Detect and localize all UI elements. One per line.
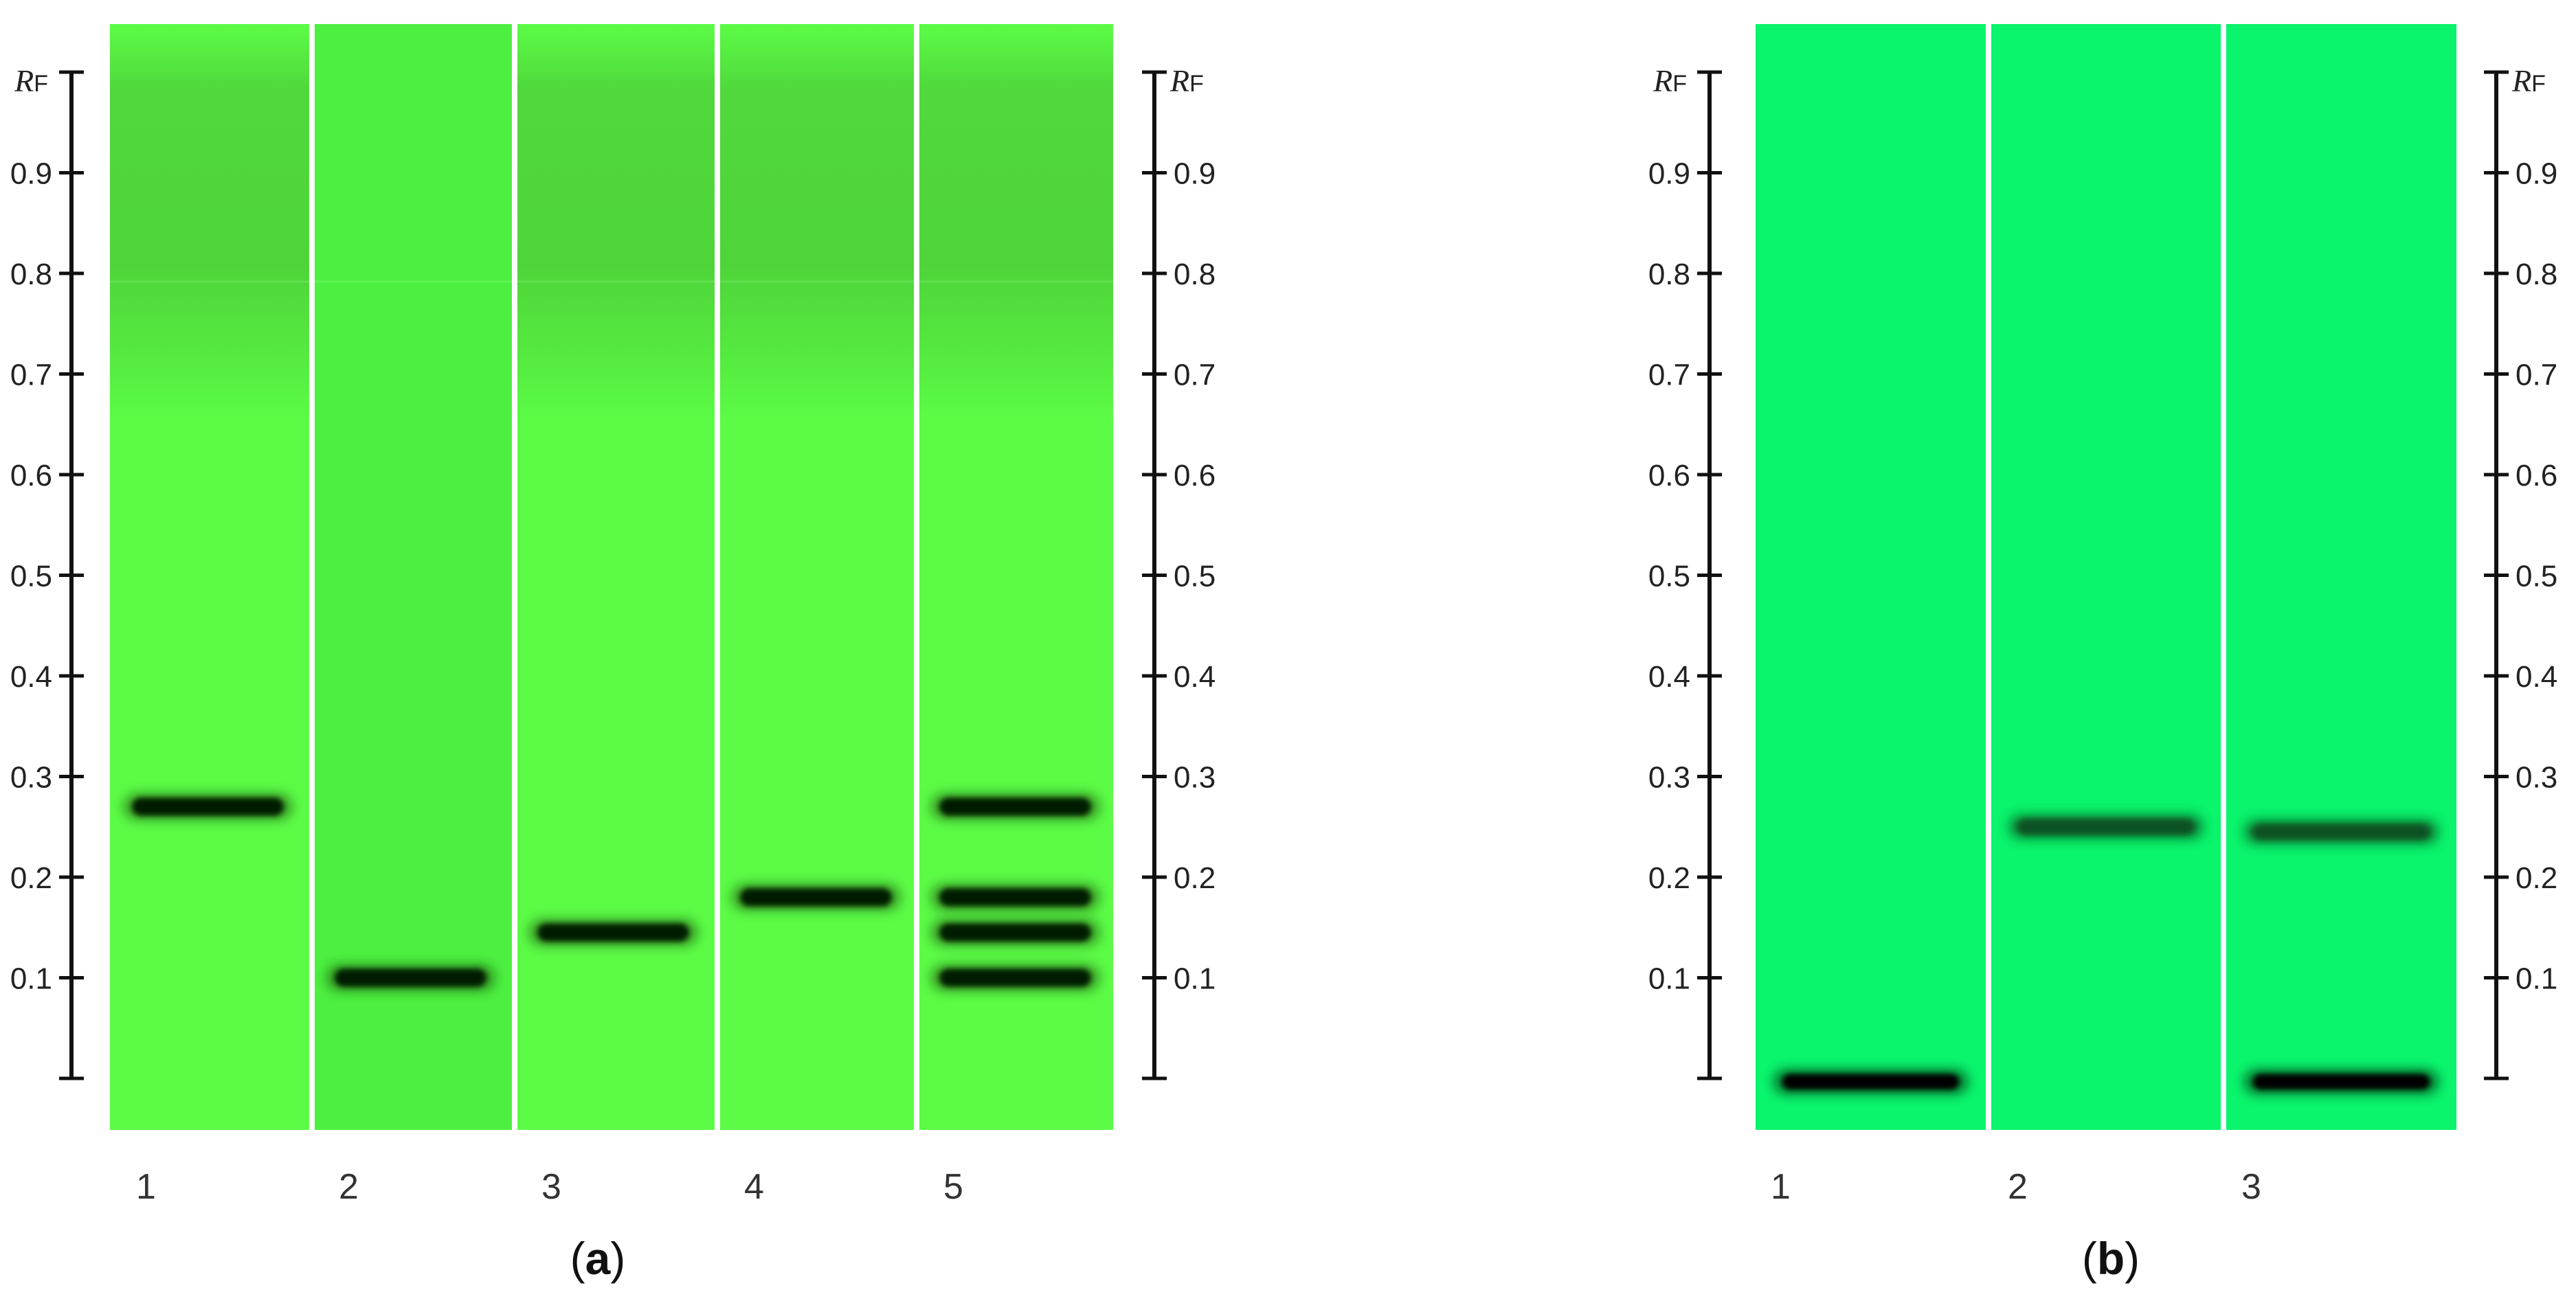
axis-tick-label: 0.7 (2516, 359, 2557, 392)
panel-b-bands (1774, 815, 2438, 1093)
axis-ticks: 0.1 0.2 0.3 0.4 0.5 0.6 0.7 0.8 0.9 (2484, 157, 2557, 996)
tlc-band (335, 968, 486, 987)
tlc-band (132, 797, 284, 816)
tlc-band (2253, 824, 2430, 840)
axis-tick-label: 0.4 (10, 660, 52, 694)
rf-symbol: R (2511, 63, 2531, 98)
rf-subscript: F (1672, 71, 1687, 97)
panel-b-left-axis: 0.1 0.2 0.3 0.4 0.5 0.6 0.7 0.8 0.9 RF (1648, 63, 1722, 1080)
axis-ticks: 0.1 0.2 0.3 0.4 0.5 0.6 0.7 0.8 0.9 (1648, 157, 1722, 996)
lane-separator (1986, 24, 1991, 1130)
panel-b: 0.10.20.30.40.50.60.70.80.9 RF 0.10.20.3… (1648, 24, 2557, 1284)
rf-symbol: R (1169, 63, 1189, 98)
tlc-band (1782, 1074, 1959, 1089)
panel-a-lane-separators (309, 24, 919, 1130)
axis-tick-label: 0.8 (10, 258, 52, 291)
lane-separator (2221, 24, 2226, 1130)
tlc-band (939, 888, 1091, 907)
rf-subscript: F (34, 71, 48, 97)
panel-b-plate (1756, 24, 2456, 1130)
lane-label: 3 (541, 1167, 561, 1207)
axis-tick-label: 0.4 (1174, 660, 1216, 694)
axis-tick-label: 0.9 (1648, 157, 1690, 191)
axis-tick-label: 0.1 (2516, 962, 2557, 996)
rf-axis-title: RF (1653, 63, 1687, 98)
panel-b-lane-labels: 1 2 3 (1771, 1167, 2261, 1207)
lane-label: 2 (339, 1167, 359, 1207)
axis-tick-label: 0.9 (2516, 157, 2557, 191)
rf-axis-title: RF (2511, 63, 2546, 98)
axis-ticks: 0.1 0.2 0.3 0.4 0.5 0.6 0.7 0.8 0.9 (1142, 157, 1216, 996)
axis-tick-label: 0.3 (2516, 761, 2557, 795)
rf-axis-title: RF (1169, 63, 1204, 98)
axis-tick-label: 0.7 (1648, 359, 1690, 392)
panel-b-caption-letter: b (2097, 1233, 2125, 1284)
axis-tick-label: 0.5 (2516, 560, 2557, 593)
tlc-band (2018, 819, 2194, 835)
axis-tick-label: 0.9 (10, 157, 52, 191)
axis-tick-label: 0.3 (10, 761, 52, 795)
axis-tick-label: 0.5 (1174, 560, 1216, 593)
panel-a-left-axis: 0.1 0.2 0.3 0.4 0.5 0.6 0.7 0.8 0.9 RF (10, 63, 84, 1080)
rf-symbol: R (14, 63, 34, 98)
axis-tick-label: 0.3 (1174, 761, 1216, 795)
tlc-band (2253, 1074, 2430, 1089)
axis-tick-label: 0.2 (1648, 861, 1690, 895)
panel-a: 0.10.20.30.40.50.60.70.80.9 RF 0.10.20.3… (10, 24, 1216, 1284)
panel-b-right-axis: 0.1 0.2 0.3 0.4 0.5 0.6 0.7 0.8 0.9 RF (2484, 63, 2557, 1080)
axis-tick-label: 0.4 (1648, 660, 1690, 694)
lane-separator (914, 24, 919, 1130)
axis-tick-label: 0.6 (2516, 459, 2557, 492)
panel-a-lane-labels: 1 2 3 4 5 (136, 1167, 963, 1207)
panel-b-lane-separators (1986, 24, 2226, 1130)
axis-tick-label: 0.6 (1174, 459, 1216, 492)
lane-label: 2 (2008, 1167, 2028, 1207)
axis-tick-label: 0.2 (2516, 861, 2557, 895)
axis-tick-label: 0.1 (1174, 962, 1216, 996)
lane-label: 3 (2241, 1167, 2261, 1207)
axis-ticks: 0.1 0.2 0.3 0.4 0.5 0.6 0.7 0.8 0.9 (10, 157, 84, 996)
panel-a-caption: (a) (570, 1233, 626, 1284)
axis-tick-label: 0.7 (1174, 359, 1216, 392)
rf-subscript: F (1189, 71, 1204, 97)
tlc-band (740, 888, 892, 907)
axis-tick-label: 0.8 (1648, 258, 1690, 291)
axis-tick-label: 0.7 (10, 359, 52, 392)
tlc-band (939, 923, 1091, 942)
tlc-band (939, 797, 1091, 816)
lane-separator (512, 24, 517, 1130)
lane-label: 1 (136, 1167, 156, 1207)
lane-label: 5 (943, 1167, 963, 1207)
lane-separator (309, 24, 315, 1130)
lane-label: 1 (1771, 1167, 1791, 1207)
lane-label: 4 (744, 1167, 764, 1207)
panel-a-bands (124, 794, 1099, 990)
lane-tint (309, 24, 512, 1130)
axis-tick-label: 0.5 (1648, 560, 1690, 593)
axis-tick-label: 0.8 (1174, 258, 1216, 291)
axis-tick-label: 0.2 (1174, 861, 1216, 895)
tlc-band (537, 923, 689, 942)
rf-subscript: F (2531, 71, 2546, 97)
axis-tick-label: 0.5 (10, 560, 52, 593)
axis-tick-label: 0.1 (1648, 962, 1690, 996)
axis-tick-label: 0.9 (1174, 157, 1216, 191)
panel-a-caption-letter: a (585, 1233, 612, 1284)
rf-axis-title: RF (14, 63, 48, 98)
axis-tick-label: 0.6 (1648, 459, 1690, 492)
axis-tick-label: 0.4 (2516, 660, 2557, 694)
panel-a-plate (110, 24, 1113, 1130)
axis-tick-label: 0.8 (2516, 258, 2557, 291)
lane-separator (715, 24, 720, 1130)
axis-tick-label: 0.3 (1648, 761, 1690, 795)
panel-a-right-axis: 0.1 0.2 0.3 0.4 0.5 0.6 0.7 0.8 0.9 RF (1142, 63, 1216, 1080)
axis-tick-label: 0.1 (10, 962, 52, 996)
rf-symbol: R (1653, 63, 1672, 98)
panel-a-lane-tints (110, 24, 1113, 1130)
axis-tick-label: 0.2 (10, 861, 52, 895)
tlc-band (939, 968, 1091, 987)
axis-tick-label: 0.6 (10, 459, 52, 492)
panel-b-caption: (b) (2082, 1233, 2140, 1284)
